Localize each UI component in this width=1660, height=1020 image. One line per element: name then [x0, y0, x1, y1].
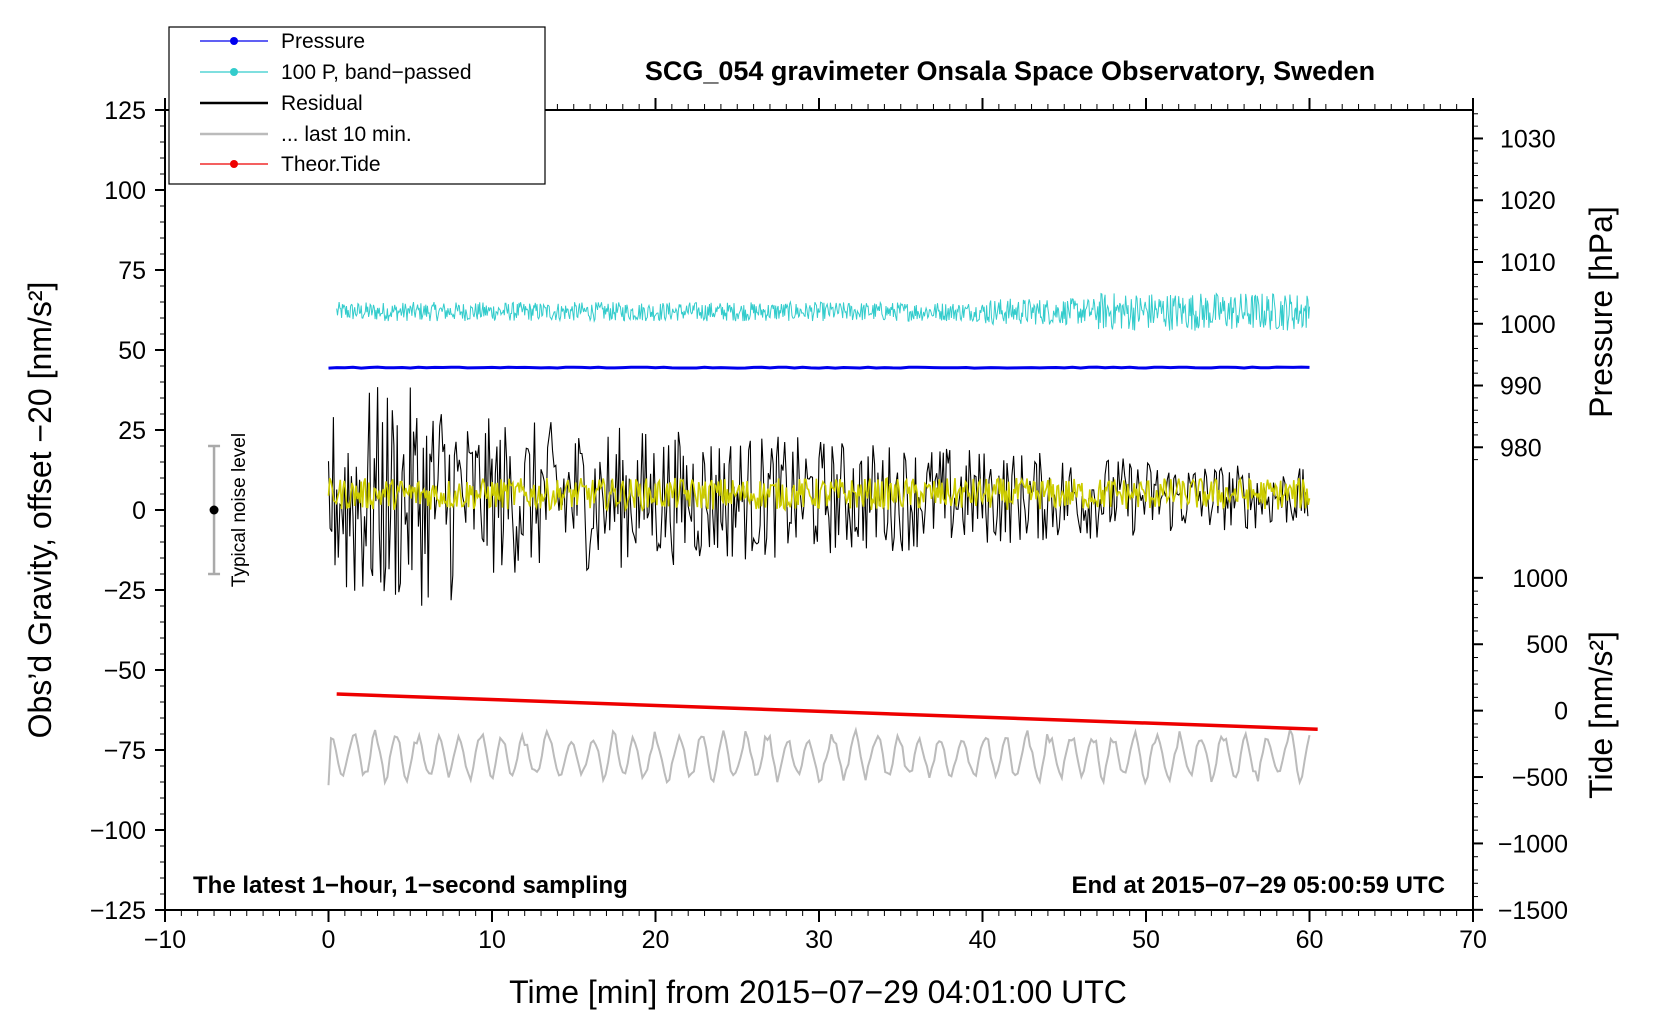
pressure-tick-label: 990 [1500, 373, 1542, 401]
x-axis: −10 0 10 20 30 40 50 60 70 [144, 98, 1487, 954]
y-axis-right: 1030 1020 1010 1000 990 980 1000 500 0 −500 −1000 −… [1473, 113, 1568, 925]
y-axis-left-title: Obs’d Gravity, offset −20 [nm/s²] [22, 282, 58, 739]
legend-label-0: Pressure [281, 30, 365, 53]
y-left-tick-label: −25 [104, 577, 146, 605]
y-left-tick-label: 75 [118, 257, 146, 285]
tide-tick-label: 0 [1554, 698, 1568, 726]
y-left-tick-label: −100 [90, 817, 146, 845]
tide-tick-label: −1500 [1498, 897, 1568, 925]
y-left-tick-label: 0 [132, 497, 146, 525]
pressure-tick-label: 1010 [1500, 249, 1556, 277]
x-tick-label: 70 [1459, 926, 1487, 954]
legend-label-2: Residual [281, 92, 363, 115]
series-pressure-line [328, 365, 1310, 370]
noise-level-indicator: Typical noise level [208, 433, 250, 587]
chart-title: SCG_054 gravimeter Onsala Space Observat… [645, 56, 1375, 86]
x-tick-label: 20 [642, 926, 670, 954]
x-tick-label: 0 [322, 926, 336, 954]
series-residual-smoothed-line [327, 476, 1311, 513]
tide-tick-label: −500 [1512, 764, 1568, 792]
series-bandpassed-line [336, 292, 1310, 331]
legend-marker-1 [230, 68, 238, 76]
tide-tick-label: 500 [1526, 631, 1568, 659]
legend-label-1: 100 P, band−passed [281, 61, 472, 84]
y-left-tick-label: −75 [104, 737, 146, 765]
y-axis-right-top-title: Pressure [hPa] [1583, 206, 1619, 418]
pressure-tick-label: 1020 [1500, 187, 1556, 215]
y-left-tick-label: 125 [104, 97, 146, 125]
pressure-tick-label: 1000 [1500, 311, 1556, 339]
noise-level-label: Typical noise level [229, 433, 250, 587]
y-axis-left: 125 100 75 50 25 0 −25 −50 −75 −100 −125 [90, 97, 165, 925]
x-tick-label: 40 [969, 926, 997, 954]
noise-center-dot [209, 505, 219, 515]
x-axis-title: Time [min] from 2015−07−29 04:01:00 UTC [509, 974, 1127, 1010]
annotation-sampling: The latest 1−hour, 1−second sampling [193, 872, 628, 899]
tide-tick-label: 1000 [1512, 565, 1568, 593]
series-residual-line [327, 387, 1309, 606]
x-tick-label: −10 [144, 926, 186, 954]
x-tick-label: 10 [478, 926, 506, 954]
pressure-tick-label: 980 [1500, 434, 1542, 462]
x-tick-label: 60 [1296, 926, 1324, 954]
legend-label-4: Theor.Tide [281, 153, 381, 176]
legend: Pressure 100 P, band−passed Residual ... la… [168, 26, 546, 185]
y-left-tick-label: −125 [90, 897, 146, 925]
legend-marker-4 [230, 160, 238, 168]
y-left-tick-label: 25 [118, 417, 146, 445]
legend-marker-0 [230, 37, 238, 45]
series-last10min-line [327, 726, 1311, 786]
x-tick-label: 50 [1132, 926, 1160, 954]
y-axis-right-bottom-title: Tide [nm/s²] [1583, 631, 1619, 799]
annotation-end-time: End at 2015−07−29 05:00:59 UTC [1071, 872, 1445, 899]
x-tick-label: 30 [805, 926, 833, 954]
tide-tick-label: −1000 [1498, 830, 1568, 858]
y-left-tick-label: 100 [104, 177, 146, 205]
series-tide-line [336, 692, 1318, 731]
legend-box [168, 26, 546, 185]
y-left-tick-label: −50 [104, 657, 146, 685]
y-left-tick-label: 50 [118, 337, 146, 365]
data-series-layer [327, 292, 1318, 786]
legend-label-3: ... last 10 min. [281, 123, 412, 146]
pressure-tick-label: 1030 [1500, 125, 1556, 153]
